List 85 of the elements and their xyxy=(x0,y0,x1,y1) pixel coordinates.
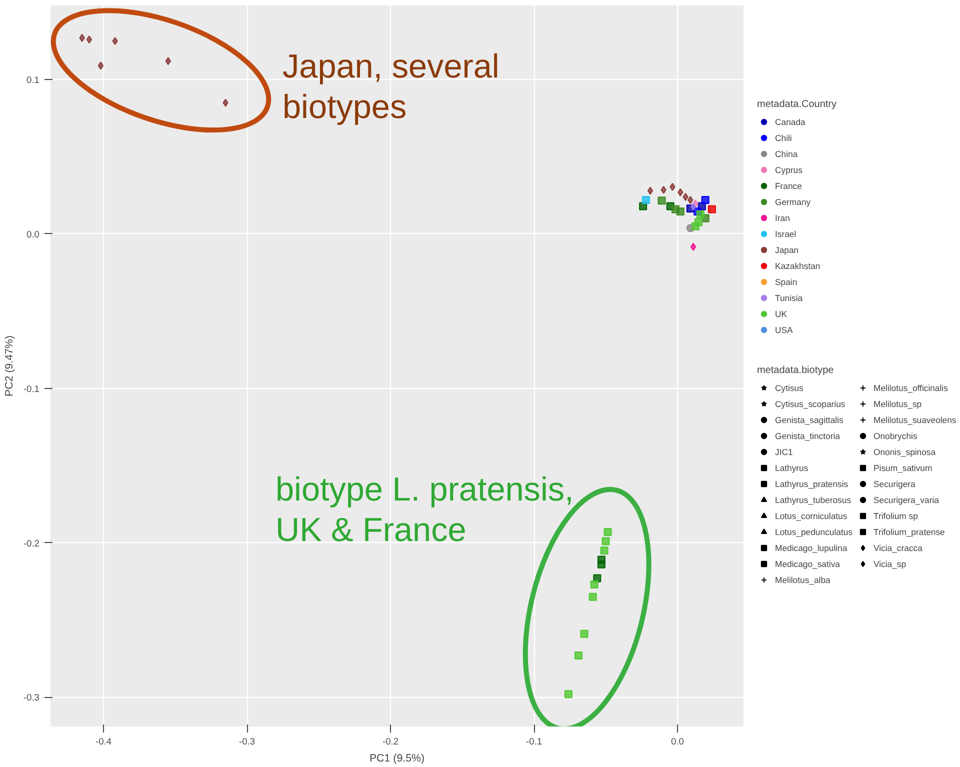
point xyxy=(676,207,684,216)
point xyxy=(165,57,171,66)
point xyxy=(564,690,572,698)
legend-label: Medicago_sativa xyxy=(775,558,840,570)
y-tick-label: -0.1 xyxy=(23,384,40,394)
text: metadata.biotype xyxy=(757,365,834,376)
legend-label: JIC1 xyxy=(775,446,794,458)
point xyxy=(588,592,597,601)
x-tick-label: -0.4 xyxy=(96,736,112,746)
legend-label: Securigera xyxy=(874,478,916,490)
point xyxy=(647,186,654,195)
legend-label: Trifolium_pratense xyxy=(874,526,945,538)
legend-label: Lathyrus xyxy=(775,462,808,474)
legend-label: Pisum_sativum xyxy=(874,462,932,474)
point xyxy=(708,205,716,214)
legend-label: Melilotus_alba xyxy=(775,574,830,586)
y-tick-label: 0.0 xyxy=(26,229,40,240)
legend-label: Chili xyxy=(775,132,793,144)
point xyxy=(604,528,612,536)
point xyxy=(600,546,608,554)
point xyxy=(688,196,694,204)
legend-label: France xyxy=(775,180,802,192)
x-tick-label: 0.0 xyxy=(671,736,684,746)
x-tick-label: -0.1 xyxy=(526,736,542,746)
point xyxy=(79,34,85,42)
legend-label: USA xyxy=(775,324,794,336)
x-tick-label: -0.2 xyxy=(382,736,399,746)
point xyxy=(112,37,118,46)
legend-label: Spain xyxy=(775,276,798,288)
legend-label: Lathyrus_tuberosus xyxy=(775,494,852,506)
y-tick-label: -0.3 xyxy=(23,692,40,703)
legend-label: Securigera_varia xyxy=(874,494,939,506)
point xyxy=(222,98,228,107)
legend-label: Melilotus_officinalis xyxy=(874,382,948,394)
point xyxy=(574,651,582,660)
x-tick-label: -0.3 xyxy=(239,736,256,746)
legend-label: Cyprus xyxy=(775,164,802,176)
point xyxy=(580,630,588,638)
point xyxy=(690,242,696,251)
point xyxy=(691,222,700,230)
legend-label: Genista_sagittalis xyxy=(775,414,844,426)
point xyxy=(660,186,666,194)
point xyxy=(642,196,650,204)
legend-label: UK xyxy=(775,308,788,320)
legend-label: Tunisia xyxy=(775,292,803,304)
y-axis-title: PC2 (9.47%) xyxy=(3,335,16,396)
legend-label: Iran xyxy=(775,212,791,224)
legend-label: Israel xyxy=(775,228,796,240)
point xyxy=(670,182,676,191)
point xyxy=(701,196,710,204)
legend-label: Medicago_lupulina xyxy=(775,542,848,554)
point xyxy=(590,580,598,588)
point xyxy=(690,202,696,211)
legend-label: Lathyrus_pratensis xyxy=(775,478,848,490)
legend-label: Kazakhstan xyxy=(775,260,820,272)
point xyxy=(602,537,610,546)
legend-label: Vicia_cracca xyxy=(874,542,922,554)
annotation: biotype L. pratensis, UK & France xyxy=(276,472,574,550)
point xyxy=(696,210,704,218)
legend-label: Germany xyxy=(775,196,811,208)
annotation: Japan, several biotypes xyxy=(282,48,500,126)
point xyxy=(658,196,666,205)
point xyxy=(597,560,606,568)
legend-label: Cytisus xyxy=(775,382,804,394)
legend-label: Japan xyxy=(775,244,799,256)
legend-label: Cytisus_scoparius xyxy=(775,398,846,410)
legend-label: Vicia_sp xyxy=(874,558,906,570)
x-axis-title: PC1 (9.5%) xyxy=(369,752,425,764)
legend-label: Genista_tinctoria xyxy=(775,430,840,442)
legend-label: Canada xyxy=(775,116,806,128)
legend-label: Ononis_spinosa xyxy=(874,446,936,458)
text: metadata.Country xyxy=(757,99,836,110)
point xyxy=(678,188,684,196)
legend-label: Lotus_pedunculatus xyxy=(775,526,852,538)
point xyxy=(682,192,688,201)
point xyxy=(86,35,92,44)
legend-label: Lotus_corniculatus xyxy=(775,510,848,522)
legend-label: Melilotus_sp xyxy=(874,398,922,410)
point xyxy=(98,62,104,70)
y-tick-label: 0.1 xyxy=(26,75,40,86)
legend-label: Trifolium sp xyxy=(874,510,918,522)
legend-label: Onobrychis xyxy=(874,430,918,442)
legend-label: Melilotus_suaveolens xyxy=(874,414,956,426)
y-tick-label: -0.2 xyxy=(23,538,40,548)
legend-label: China xyxy=(775,148,798,160)
